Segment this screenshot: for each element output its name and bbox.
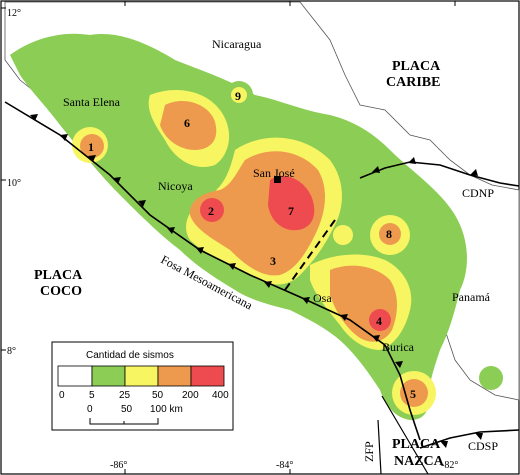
lon-tick-84: -84°	[276, 460, 293, 471]
cdnp-teeth	[372, 157, 478, 176]
cdsp-line	[419, 429, 520, 449]
scale-tick-100: 100 km	[150, 404, 183, 415]
zone-4: 4	[376, 314, 382, 328]
osa-label: Osa	[313, 291, 332, 305]
scale-tick-0: 0	[87, 404, 93, 415]
placa-caribe-line1: PLACA	[392, 59, 441, 74]
santa-elena-label: Santa Elena	[63, 95, 121, 109]
placa-coco-line2: COCO	[40, 284, 82, 299]
cdnp-line	[359, 161, 520, 187]
placa-nazca-line2: NAZCA	[394, 454, 445, 469]
dashed-fault-line	[284, 219, 336, 291]
zone-8: 8	[386, 227, 392, 241]
legend: Cantidad de sismos 0 5 25 50 200 400 0 5…	[51, 341, 234, 431]
burica-label: Burica	[382, 340, 415, 354]
fosa-mesoamericana-line	[4, 101, 421, 441]
panama-label: Panamá	[452, 290, 491, 304]
legend-swatch-1	[91, 365, 126, 387]
zfp-label: ZFP	[362, 441, 376, 462]
scale-tick-50: 50	[121, 404, 133, 415]
zone-7: 7	[288, 204, 294, 218]
legend-swatch-0	[57, 365, 93, 387]
placa-coco-line1: PLACA	[34, 268, 83, 283]
lat-tick-8: 8°	[7, 346, 16, 357]
legend-bin-1: 5	[89, 390, 95, 401]
zone-6: 6	[184, 116, 190, 130]
legend-bin-4: 200	[182, 390, 199, 401]
legend-title: Cantidad de sismos	[86, 350, 174, 361]
legend-bin-5: 400	[212, 390, 229, 401]
zone-1: 1	[88, 140, 94, 154]
grid-ticks	[1, 1, 456, 474]
cdsp-teeth	[440, 433, 483, 448]
placa-caribe-line2: CARIBE	[386, 75, 440, 90]
cdsp-label: CDSP	[468, 439, 498, 453]
trench-teeth	[30, 114, 403, 368]
san-jose-label: San José	[253, 166, 295, 180]
zone-3: 3	[270, 254, 276, 268]
zone-9: 9	[235, 89, 241, 103]
lon-tick-82: -82°	[441, 460, 458, 471]
legend-bin-0: 0	[59, 390, 65, 401]
legend-swatch-3	[157, 365, 192, 387]
san-jose-marker	[274, 176, 281, 183]
placa-nazca-line1: PLACA	[392, 437, 441, 452]
density-max-layer	[200, 176, 391, 331]
nicoya-label: Nicoya	[158, 179, 193, 193]
cdnp-label: CDNP	[462, 186, 494, 200]
legend-swatch-4	[190, 365, 225, 387]
zfp-line	[377, 395, 429, 475]
lat-tick-10: 10°	[7, 178, 21, 189]
scale-bar	[89, 418, 159, 425]
lat-tick-12: 12°	[7, 8, 21, 19]
zone-2: 2	[208, 204, 214, 218]
zone-5: 5	[410, 387, 416, 401]
legend-bin-2: 25	[119, 390, 131, 401]
legend-swatch-2	[124, 365, 159, 387]
legend-bin-3: 50	[152, 390, 164, 401]
nicaragua-label: Nicaragua	[212, 37, 262, 51]
lon-tick-86: -86°	[110, 460, 127, 471]
